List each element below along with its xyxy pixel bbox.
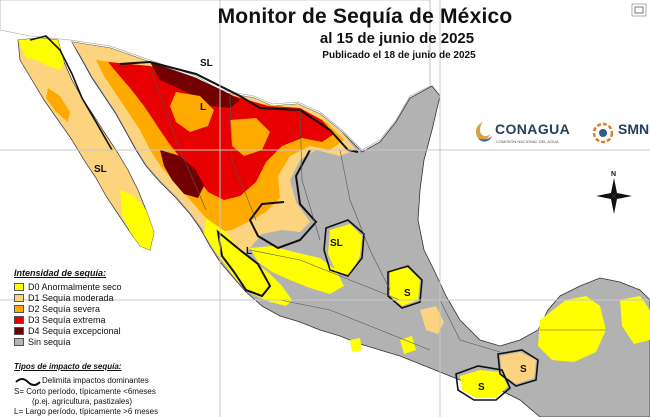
north-d4 bbox=[150, 62, 240, 108]
published-date: Publicado el 18 de junio de 2025 bbox=[322, 50, 476, 61]
legend-item-d4: D4 Sequía excepcional bbox=[14, 326, 224, 336]
conagua-logo-text: CONAGUA bbox=[495, 121, 571, 137]
region-label-sl-baja: SL bbox=[94, 164, 107, 175]
legend-swatch-d1 bbox=[14, 294, 24, 302]
impact-line-central bbox=[248, 149, 318, 250]
impact-line-chiapas bbox=[497, 349, 539, 387]
state-boundaries bbox=[149, 65, 606, 353]
page-title: Monitor de Sequía de México bbox=[217, 5, 513, 28]
conagua-logo-icon bbox=[475, 122, 492, 142]
impact-line-baja bbox=[29, 35, 113, 151]
smn-logo-icon bbox=[592, 122, 614, 144]
legend-item-d3: D3 Sequía extrema bbox=[14, 315, 224, 325]
page-subtitle: al 15 de junio de 2025 bbox=[319, 30, 475, 47]
impact-legend-short-term-eg: (p.ej. agricultura, pastizales) bbox=[32, 397, 133, 406]
impact-line-north bbox=[119, 60, 359, 153]
legend-heading: Intensidad de sequía: bbox=[14, 268, 107, 278]
region-label-s-south: S bbox=[478, 382, 485, 393]
region-label-s-yucatan: S bbox=[520, 364, 527, 375]
north-d3 bbox=[108, 62, 334, 200]
legend-item-d1: D1 Sequía moderada bbox=[14, 293, 224, 303]
yucatan-d0-east bbox=[620, 296, 650, 344]
impact-legend: Tipos de impacto de sequía: Delimita imp… bbox=[14, 362, 234, 417]
smn-logo-text: SMN bbox=[618, 121, 650, 137]
legend-item-d2: D2 Sequía severa bbox=[14, 304, 224, 314]
expand-icon[interactable] bbox=[631, 3, 647, 17]
impact-line-west bbox=[216, 229, 272, 298]
impact-line-sl-center bbox=[323, 219, 365, 277]
legend-label-d2: D2 Sequía severa bbox=[28, 304, 101, 314]
legend-label-d1: D1 Sequía moderada bbox=[28, 293, 114, 303]
legend-label-d3: D3 Sequía extrema bbox=[28, 315, 106, 325]
region-label-sl-northeast: SL bbox=[200, 58, 213, 69]
legend-swatch-d3 bbox=[14, 316, 24, 324]
baja-d0-north bbox=[18, 38, 64, 70]
impact-legend-delimit-row: Delimita impactos dominantes bbox=[14, 375, 234, 387]
small-d0-2 bbox=[400, 336, 416, 354]
impact-line-south bbox=[455, 365, 511, 401]
impact-legend-line-symbol bbox=[15, 378, 41, 386]
impact-legend-delimit: Delimita impactos dominantes bbox=[42, 376, 149, 385]
yucatan-d0 bbox=[538, 296, 606, 362]
central-sl-d0 bbox=[328, 224, 362, 276]
impact-legend-short-term: S= Corto período, típicamente <6meses bbox=[14, 387, 156, 396]
legend-label-d0: D0 Anormalmente seco bbox=[28, 282, 122, 292]
baja-d0-south bbox=[120, 190, 154, 250]
west-d4 bbox=[160, 150, 204, 198]
central-d0 bbox=[250, 246, 344, 294]
south-d0 bbox=[460, 370, 508, 398]
region-label-l-west: L bbox=[246, 246, 252, 257]
veracruz-d0 bbox=[390, 268, 420, 306]
us-outline bbox=[0, 0, 431, 151]
legend-item-d0: D0 Anormalmente seco bbox=[14, 282, 224, 292]
region-label-sl-center: SL bbox=[330, 238, 343, 249]
legend-label-none: Sin sequía bbox=[28, 337, 71, 347]
region-label-s-veracruz: S bbox=[404, 288, 411, 299]
north-d2-inner bbox=[170, 92, 214, 132]
conagua-logo-subtext: COMISIÓN NACIONAL DEL AGUA bbox=[496, 139, 559, 144]
chiapas-d1 bbox=[500, 352, 536, 384]
legend-swatch-d2 bbox=[14, 305, 24, 313]
svg-text:N: N bbox=[611, 171, 616, 178]
legend-swatch-d0 bbox=[14, 283, 24, 291]
impact-line-veracruz bbox=[387, 265, 423, 309]
impact-legend-long-term: L= Largo período, típicamente >6 meses bbox=[14, 407, 159, 416]
small-d0-1 bbox=[350, 338, 362, 352]
legend-item-none: Sin sequía bbox=[14, 337, 224, 347]
north-d2-inner-2 bbox=[230, 118, 270, 156]
compass-rose-icon: N bbox=[596, 171, 632, 214]
region-label-l-north: L bbox=[200, 102, 206, 113]
baja-d2 bbox=[46, 88, 70, 122]
gulf-d0 bbox=[420, 306, 444, 334]
legend-swatch-none bbox=[14, 338, 24, 346]
drought-legend: Intensidad de sequía: D0 Anormalmente se… bbox=[14, 268, 224, 348]
impact-legend-heading: Tipos de impacto de sequía: bbox=[14, 362, 122, 371]
legend-label-d4: D4 Sequía excepcional bbox=[28, 326, 121, 336]
legend-swatch-d4 bbox=[14, 327, 24, 335]
